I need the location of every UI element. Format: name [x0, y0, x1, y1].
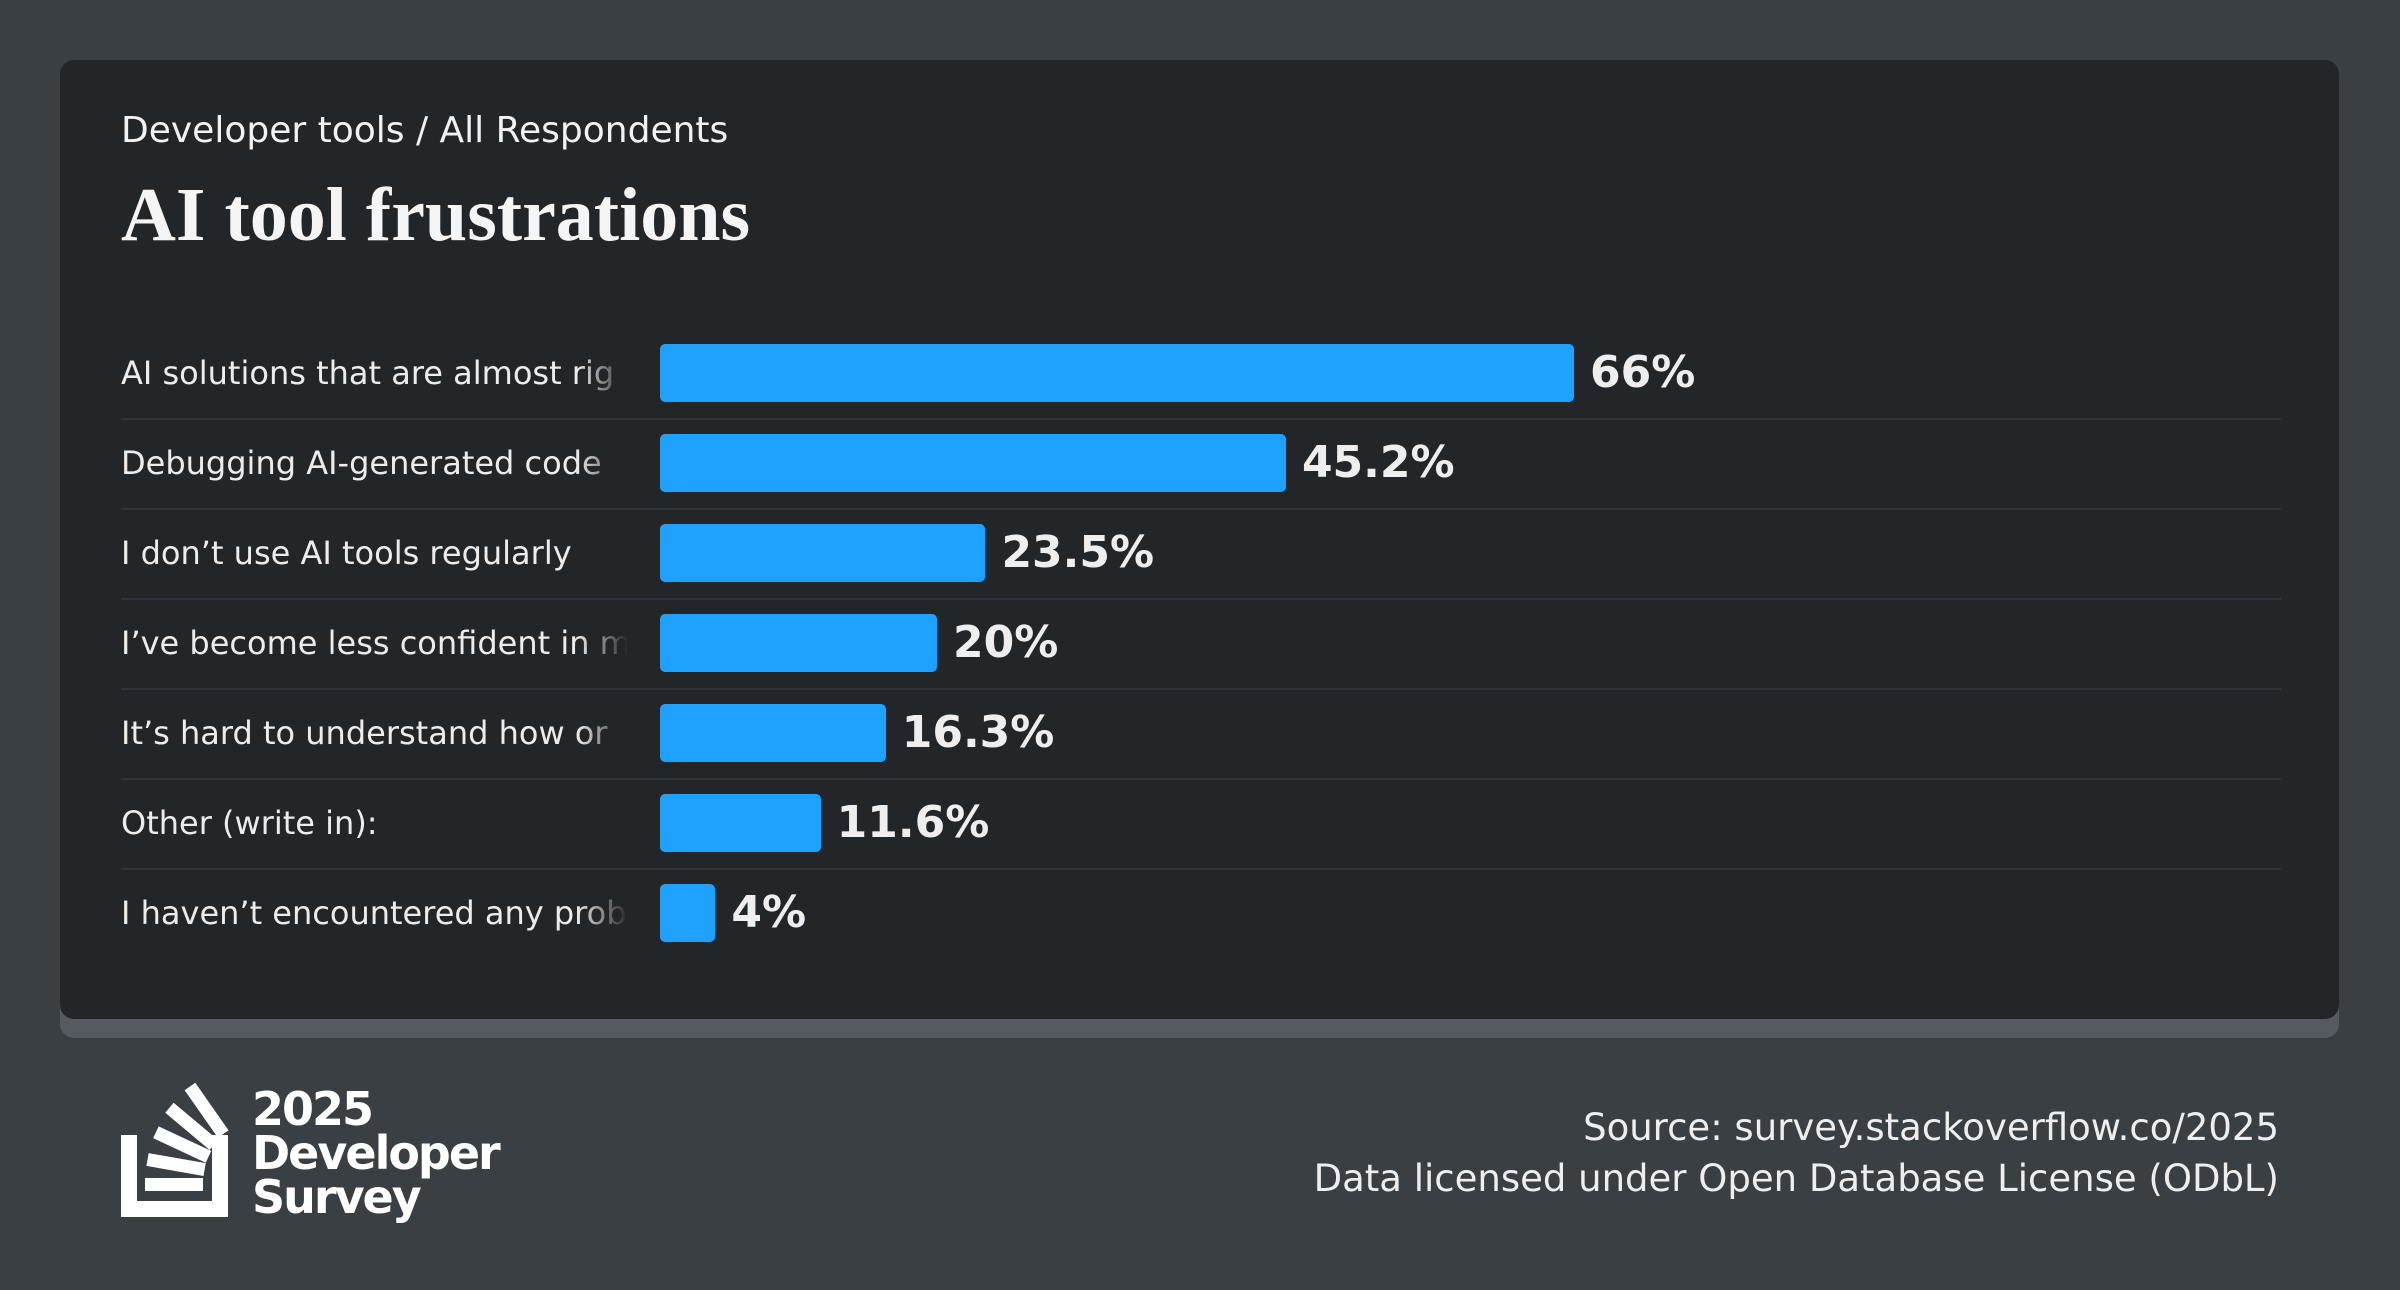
- bar: [660, 434, 1286, 492]
- value-label: 4%: [731, 887, 807, 938]
- row-separator: [121, 508, 2281, 510]
- subtitle: Developer tools / All Respondents: [121, 110, 729, 151]
- value-label: 11.6%: [836, 797, 990, 848]
- bar: [660, 794, 821, 852]
- row-separator: [121, 598, 2281, 600]
- category-label: It’s hard to understand how or: [121, 714, 608, 752]
- value-label: 23.5%: [1001, 527, 1155, 578]
- logo-text: Developer: [252, 1126, 501, 1180]
- bar: [660, 344, 1574, 402]
- row-separator: [121, 418, 2281, 420]
- source: Source: survey.stackoverflow.co/2025: [1583, 1106, 2279, 1149]
- category-label: I don’t use AI tools regularly: [121, 534, 572, 572]
- logo-text: 2025: [252, 1082, 374, 1136]
- category-label: I haven’t encountered any prob: [121, 894, 627, 932]
- chart-title: AI tool frustrations: [121, 173, 751, 257]
- category-label: AI solutions that are almost rig: [121, 354, 615, 392]
- category-label: Debugging AI-generated code: [121, 444, 602, 482]
- logo-icon: [121, 1082, 229, 1217]
- bar: [660, 704, 886, 762]
- category-label: I’ve become less confident in m: [121, 624, 628, 662]
- bar: [660, 524, 986, 582]
- category-label: Other (write in):: [121, 804, 378, 842]
- row-separator: [121, 778, 2281, 780]
- value-label: 16.3%: [901, 707, 1055, 758]
- card: [60, 60, 2339, 1019]
- bar: [660, 884, 716, 942]
- bar: [660, 614, 937, 672]
- license: Data licensed under Open Database Licens…: [1313, 1157, 2279, 1200]
- row-separator: [121, 868, 2281, 870]
- value-label: 20%: [952, 617, 1059, 668]
- logo-text: Survey: [252, 1170, 422, 1224]
- row-separator: [121, 688, 2281, 690]
- value-label: 45.2%: [1301, 437, 1455, 488]
- value-label: 66%: [1590, 347, 1696, 398]
